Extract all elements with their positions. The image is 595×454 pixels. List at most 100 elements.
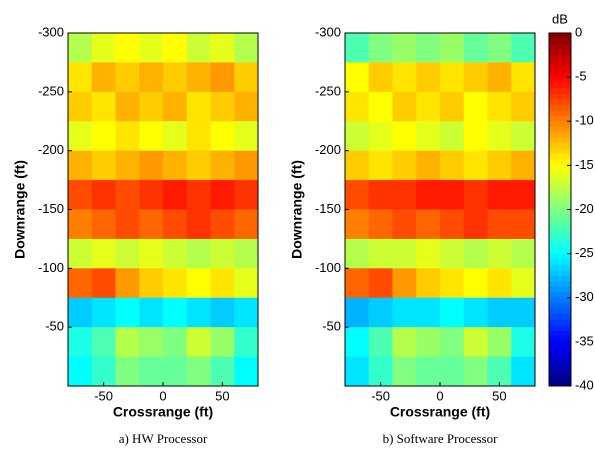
heat-cell [345,356,370,387]
heat-cell [234,268,259,299]
colorbar-swatch [549,148,571,155]
heat-cell [487,209,512,240]
colorbar-swatch [549,49,571,56]
colorbar-swatch [549,203,571,210]
heat-cell [210,121,235,152]
heat-cell [139,327,164,358]
colorbar-tick-label: 0 [575,24,582,39]
y-axis-label: Downrange (ft) [12,160,28,259]
heat-cell [345,62,370,93]
heat-cell [234,180,259,210]
heat-cell [345,327,370,358]
y-tick-label: -300 [38,24,64,39]
colorbar-swatch [549,347,571,354]
heat-cell [91,121,116,152]
colorbar-swatch [549,330,571,337]
y-tick-label: -250 [315,83,341,98]
heat-cell [368,268,393,299]
heat-cell [186,180,211,210]
heat-cell [68,150,93,181]
heat-cell [463,356,488,387]
heat-cell [139,268,164,299]
heat-cell [368,33,393,63]
colorbar-swatch [549,231,571,238]
heat-cell [115,327,140,358]
heat-cell [511,150,536,181]
heat-cell [186,121,211,152]
heat-cell [511,268,536,299]
heat-cell [487,121,512,152]
colorbar-tick-label: -20 [575,201,594,216]
heat-cell [186,327,211,358]
heat-cell [392,121,417,152]
colorbar-swatch [549,319,571,326]
heat-cell [487,238,512,269]
heat-cell [392,268,417,299]
heat-cell [345,238,370,269]
colorbar-swatch [549,44,571,51]
x-axis-label: Crossrange (ft) [113,404,213,420]
heat-cell [163,297,188,328]
x-tick-label: -50 [94,388,113,403]
colorbar-swatch [549,270,571,277]
heat-cell [68,209,93,240]
heat-cell [186,91,211,122]
heat-cell [91,62,116,93]
colorbar-tick-label: -25 [575,245,594,260]
colorbar-swatch [549,192,571,199]
heat-cell [368,150,393,181]
caption: b) Software Processor [383,431,498,446]
caption: a) HW Processor [119,431,208,446]
colorbar-swatch [549,253,571,260]
heat-cell [440,33,465,63]
heat-cell [234,62,259,93]
heat-cell [487,268,512,299]
x-tick-label: 50 [215,388,229,403]
heat-cell [163,268,188,299]
heat-cell [210,33,235,63]
heat-cell [440,327,465,358]
y-tick-label: -250 [38,83,64,98]
heat-cell [345,180,370,210]
heat-cell [210,297,235,328]
y-axis-label: Downrange (ft) [289,160,305,259]
colorbar-swatch [549,303,571,310]
heat-cell [210,91,235,122]
colorbar-swatch [549,93,571,100]
heat-cell [91,150,116,181]
heat-cell [416,268,441,299]
heat-cell [511,121,536,152]
heat-cell [440,268,465,299]
heat-cell [163,356,188,387]
heat-cell [511,238,536,269]
y-tick-label: -150 [38,201,64,216]
heat-cell [139,91,164,122]
heat-cell [392,150,417,181]
colorbar-swatch [549,363,571,370]
heat-cell [91,91,116,122]
heat-cell [68,62,93,93]
colorbar-swatch [549,292,571,299]
y-tick-label: -300 [315,24,341,39]
heat-cell [463,238,488,269]
colorbar-swatch [549,99,571,106]
heat-cell [210,327,235,358]
heat-cell [115,209,140,240]
heat-cell [210,180,235,210]
heat-cell [440,297,465,328]
heat-cell [186,150,211,181]
heat-cell [392,91,417,122]
heat-cell [368,238,393,269]
colorbar-swatch [549,248,571,255]
colorbar-swatch [549,71,571,78]
heat-cell [210,209,235,240]
colorbar-swatch [549,165,571,172]
colorbar-swatch [549,38,571,45]
heat-cell [368,209,393,240]
heat-cell [186,238,211,269]
heat-cell [487,150,512,181]
heat-cell [91,209,116,240]
colorbar-swatch [549,209,571,216]
heat-cell [210,356,235,387]
colorbar-swatch [549,314,571,321]
